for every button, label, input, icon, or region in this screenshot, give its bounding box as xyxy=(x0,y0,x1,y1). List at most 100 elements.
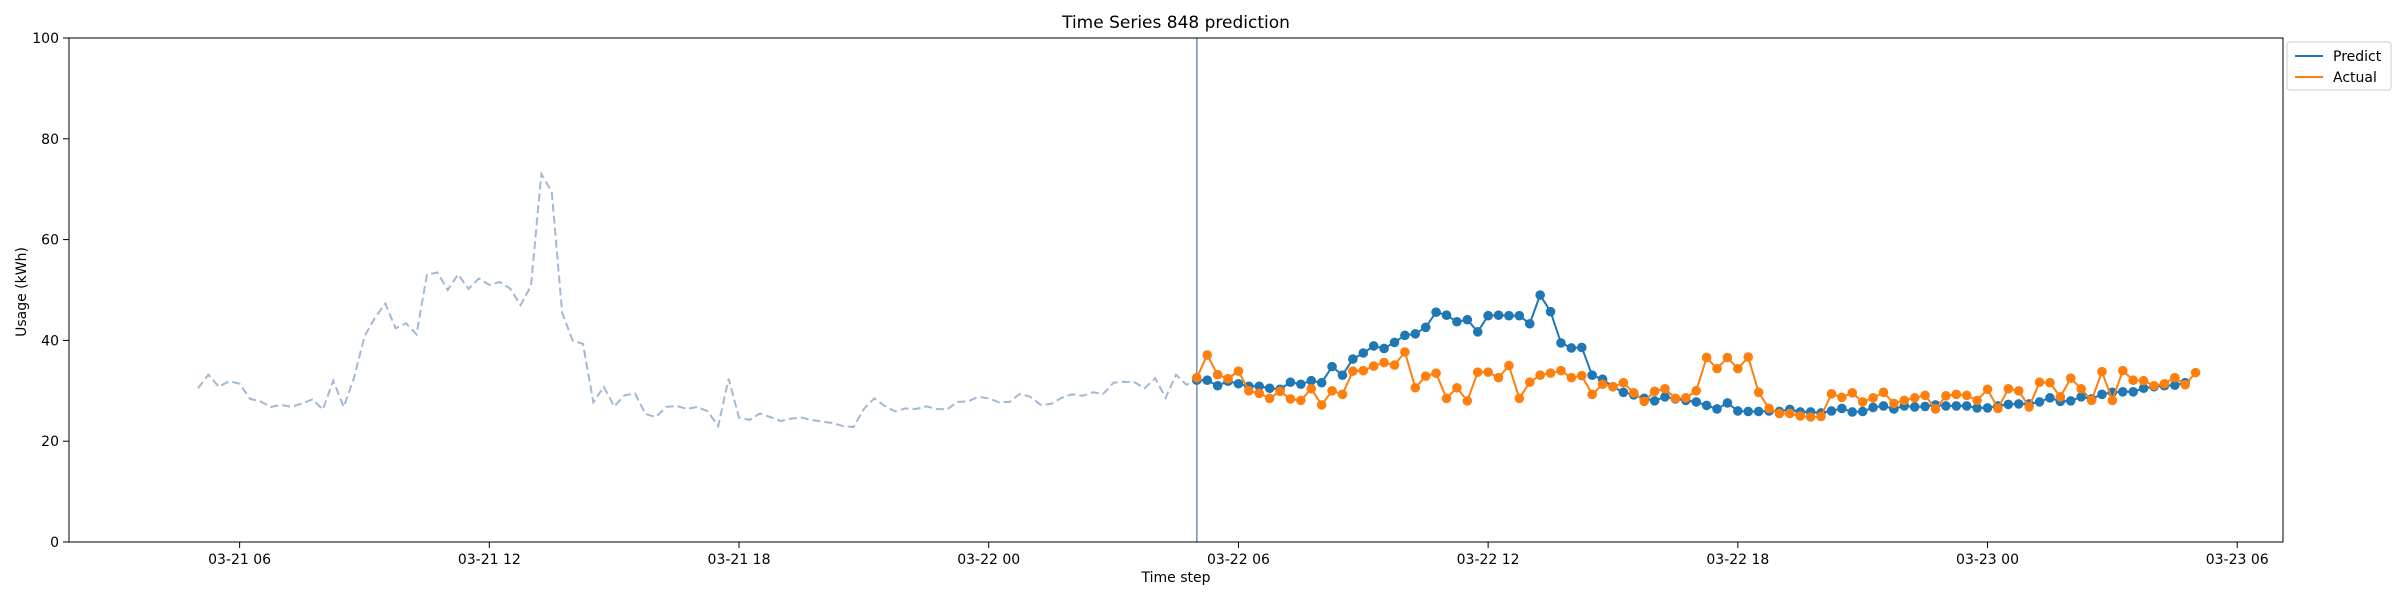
actual-point xyxy=(1337,389,1348,400)
predict-point xyxy=(2065,396,2076,406)
actual-point xyxy=(1514,393,1525,404)
actual-point xyxy=(1212,369,1223,380)
actual-point xyxy=(1753,387,1764,398)
history-line xyxy=(197,170,1198,429)
x-tick-label: 03-22 06 xyxy=(1207,552,1270,568)
predict-point xyxy=(1535,290,1545,300)
actual-point xyxy=(1389,360,1400,370)
predict-point xyxy=(1743,406,1754,417)
y-tick-label: 40 xyxy=(41,333,59,349)
actual-point xyxy=(1535,370,1545,380)
actual-point xyxy=(1785,408,1795,419)
actual-point xyxy=(1587,389,1597,400)
y-axis-label: Usage (kWh) xyxy=(14,247,30,337)
predict-point xyxy=(1202,375,1213,386)
predict-point xyxy=(1618,387,1629,398)
x-tick-label: 03-21 06 xyxy=(208,552,271,568)
predict-point xyxy=(1691,397,1702,407)
actual-point xyxy=(1275,386,1285,397)
predict-point xyxy=(1524,318,1535,329)
actual-point xyxy=(1618,377,1629,388)
actual-point xyxy=(1400,347,1410,357)
predict-point xyxy=(2013,399,2024,409)
predict-point xyxy=(1472,327,1483,337)
predict-point xyxy=(1452,316,1462,327)
predict-point xyxy=(1296,379,1306,390)
predict-point xyxy=(1878,401,1889,411)
predict-point xyxy=(1379,343,1389,354)
actual-point xyxy=(1379,357,1389,368)
predict-point xyxy=(1826,406,1837,416)
actual-point xyxy=(1889,398,1899,409)
axis-ticks: 03-21 06 03-21 12 03-21 18 03-22 00 03-22 06… xyxy=(32,31,2269,568)
actual-point xyxy=(1254,388,1265,399)
predict-point xyxy=(1462,314,1473,325)
predict-point xyxy=(2169,380,2180,391)
actual-point xyxy=(1296,395,1306,406)
actual-point xyxy=(1545,368,1556,378)
predict-point xyxy=(1285,377,1296,388)
predict-point xyxy=(1358,348,1369,358)
actual-point xyxy=(2097,366,2107,377)
actual-point xyxy=(1712,363,1722,374)
plot-marks xyxy=(197,38,2201,542)
actual-point xyxy=(1472,367,1483,377)
actual-point xyxy=(1951,389,1962,400)
actual-point xyxy=(2180,379,2191,390)
actual-point xyxy=(1764,403,1774,414)
actual-point xyxy=(1847,388,1858,398)
actual-point xyxy=(1410,382,1421,393)
y-tick-label: 80 xyxy=(41,132,59,148)
predict-point xyxy=(1400,330,1410,341)
x-tick-label: 03-21 18 xyxy=(708,552,771,568)
predict-point xyxy=(1857,406,1868,417)
actual-point xyxy=(1733,363,1743,374)
actual-point xyxy=(1244,386,1254,396)
actual-point xyxy=(2003,383,2014,394)
predict-point xyxy=(1348,354,1358,364)
predict-point xyxy=(1868,402,1878,413)
actual-point xyxy=(1722,352,1733,363)
predict-point xyxy=(1941,401,1951,411)
predict-point xyxy=(1733,406,1743,416)
x-tick-label: 03-21 12 xyxy=(458,552,521,568)
predict-point xyxy=(1701,400,1712,411)
predict-point xyxy=(1847,407,1858,417)
actual-point xyxy=(1774,408,1785,419)
predict-point xyxy=(1264,383,1275,394)
actual-point xyxy=(2065,373,2076,384)
actual-point xyxy=(1681,393,1691,403)
actual-point xyxy=(1639,396,1649,407)
actual-point xyxy=(1691,386,1702,396)
actual-point xyxy=(1982,384,1993,395)
predict-point xyxy=(1368,341,1379,351)
predict-point xyxy=(1493,310,1504,321)
actual-point xyxy=(2159,378,2170,389)
actual-point xyxy=(2086,395,2097,406)
actual-point xyxy=(1504,360,1514,371)
actual-point xyxy=(1909,393,1920,403)
plot-frame xyxy=(68,37,2284,543)
actual-point xyxy=(1233,366,1244,376)
actual-point xyxy=(1576,370,1587,381)
actual-point xyxy=(1660,383,1670,394)
actual-point xyxy=(1816,411,1826,422)
predict-point xyxy=(1712,404,1722,414)
actual-point xyxy=(1556,365,1566,376)
actual-point xyxy=(1899,395,1910,406)
actual-point xyxy=(1431,368,1441,378)
predict-point xyxy=(1410,329,1421,339)
y-tick-label: 0 xyxy=(50,535,59,551)
actual-point xyxy=(2013,386,2024,396)
legend-predict-label: Predict xyxy=(2333,49,2382,65)
predict-point xyxy=(2045,393,2055,403)
predict-point xyxy=(1545,306,1556,317)
actual-point xyxy=(1306,383,1317,394)
predict-point xyxy=(1920,401,1930,412)
actual-point xyxy=(1441,393,1452,404)
predict-point xyxy=(1982,403,1993,413)
predict-point xyxy=(2034,397,2045,407)
actual-point xyxy=(1972,395,1982,406)
actual-point xyxy=(2117,365,2128,376)
